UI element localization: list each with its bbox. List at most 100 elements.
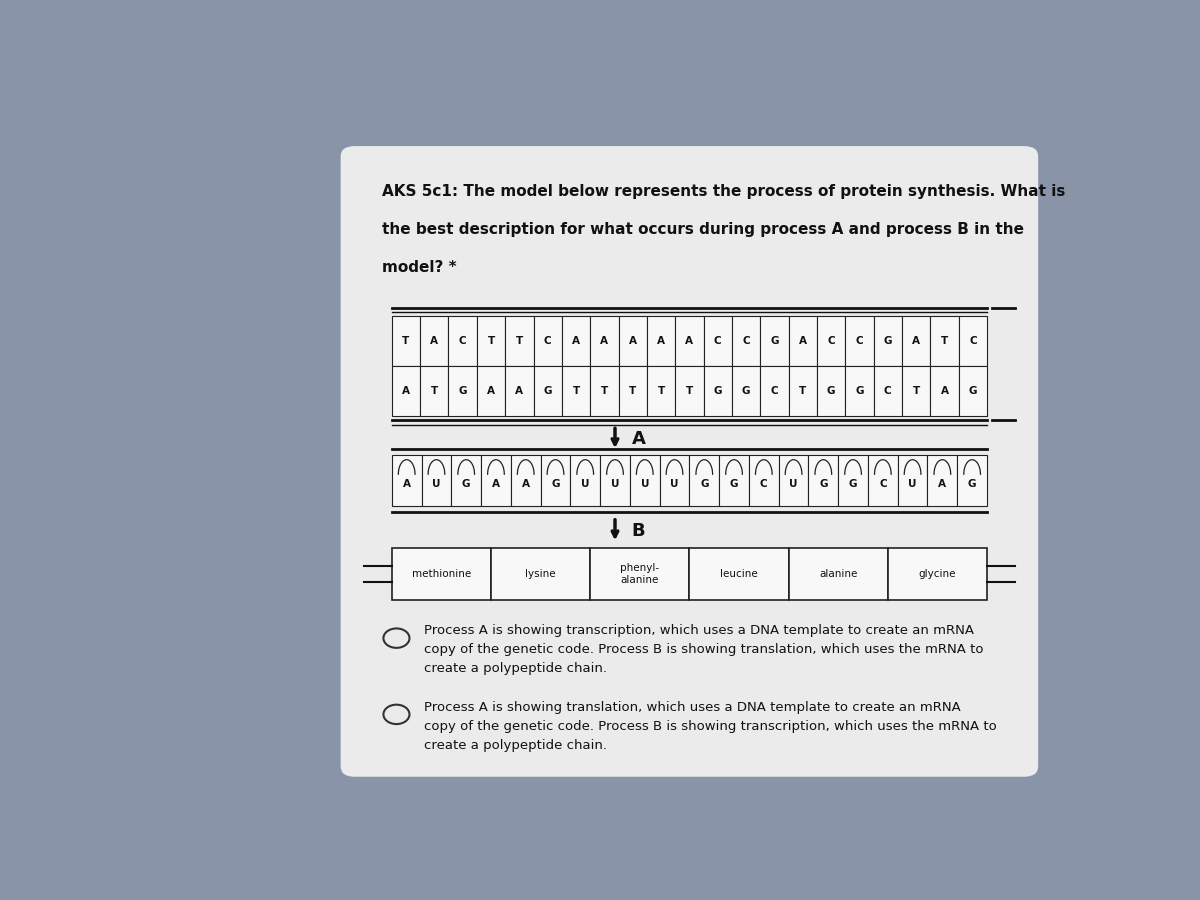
Text: the best description for what occurs during process A and process B in the: the best description for what occurs dur… bbox=[383, 222, 1025, 238]
Text: T: T bbox=[658, 386, 665, 396]
Text: C: C bbox=[827, 336, 835, 346]
Text: T: T bbox=[941, 336, 948, 346]
Text: G: G bbox=[883, 336, 892, 346]
Text: glycine: glycine bbox=[919, 569, 956, 579]
FancyBboxPatch shape bbox=[562, 316, 590, 366]
FancyBboxPatch shape bbox=[590, 316, 618, 366]
Text: T: T bbox=[402, 336, 409, 346]
Text: T: T bbox=[431, 386, 438, 396]
FancyBboxPatch shape bbox=[481, 454, 511, 507]
Text: A: A bbox=[938, 479, 947, 489]
FancyBboxPatch shape bbox=[788, 548, 888, 600]
FancyBboxPatch shape bbox=[761, 366, 788, 417]
FancyBboxPatch shape bbox=[505, 316, 534, 366]
Text: C: C bbox=[458, 336, 467, 346]
Text: A: A bbox=[403, 479, 410, 489]
Text: lysine: lysine bbox=[526, 569, 556, 579]
FancyBboxPatch shape bbox=[839, 454, 868, 507]
Text: Process A is showing transcription, which uses a DNA template to create an mRNA
: Process A is showing transcription, whic… bbox=[425, 625, 984, 675]
FancyBboxPatch shape bbox=[809, 454, 839, 507]
FancyBboxPatch shape bbox=[391, 366, 420, 417]
FancyBboxPatch shape bbox=[719, 454, 749, 507]
FancyBboxPatch shape bbox=[761, 316, 788, 366]
FancyBboxPatch shape bbox=[732, 316, 761, 366]
Text: A: A bbox=[572, 336, 580, 346]
Text: A: A bbox=[629, 336, 637, 346]
Text: T: T bbox=[799, 386, 806, 396]
FancyBboxPatch shape bbox=[928, 454, 958, 507]
FancyBboxPatch shape bbox=[888, 548, 986, 600]
Text: model? *: model? * bbox=[383, 260, 457, 275]
Text: A: A bbox=[492, 479, 500, 489]
FancyBboxPatch shape bbox=[676, 366, 703, 417]
Text: A: A bbox=[600, 336, 608, 346]
FancyBboxPatch shape bbox=[959, 366, 986, 417]
Text: B: B bbox=[631, 522, 646, 540]
Text: T: T bbox=[629, 386, 636, 396]
Text: T: T bbox=[487, 336, 494, 346]
FancyBboxPatch shape bbox=[817, 366, 845, 417]
Text: A: A bbox=[522, 479, 529, 489]
FancyBboxPatch shape bbox=[874, 316, 902, 366]
FancyBboxPatch shape bbox=[902, 366, 930, 417]
FancyBboxPatch shape bbox=[874, 366, 902, 417]
FancyBboxPatch shape bbox=[491, 548, 590, 600]
Text: alanine: alanine bbox=[820, 569, 857, 579]
Text: C: C bbox=[884, 386, 892, 396]
Text: A: A bbox=[631, 430, 646, 448]
FancyBboxPatch shape bbox=[341, 146, 1038, 777]
FancyBboxPatch shape bbox=[618, 316, 647, 366]
FancyBboxPatch shape bbox=[902, 316, 930, 366]
Text: methionine: methionine bbox=[412, 569, 472, 579]
FancyBboxPatch shape bbox=[421, 454, 451, 507]
FancyBboxPatch shape bbox=[930, 366, 959, 417]
Text: G: G bbox=[714, 386, 722, 396]
Text: T: T bbox=[601, 386, 608, 396]
Text: G: G bbox=[856, 386, 864, 396]
FancyBboxPatch shape bbox=[420, 366, 449, 417]
FancyBboxPatch shape bbox=[511, 454, 540, 507]
FancyBboxPatch shape bbox=[647, 366, 676, 417]
FancyBboxPatch shape bbox=[391, 454, 421, 507]
FancyBboxPatch shape bbox=[449, 366, 476, 417]
FancyBboxPatch shape bbox=[630, 454, 660, 507]
Text: C: C bbox=[856, 336, 863, 346]
Text: A: A bbox=[515, 386, 523, 396]
Text: U: U bbox=[671, 479, 679, 489]
FancyBboxPatch shape bbox=[845, 316, 874, 366]
Text: G: G bbox=[700, 479, 708, 489]
Text: Process A is showing translation, which uses a DNA template to create an mRNA
co: Process A is showing translation, which … bbox=[425, 700, 997, 752]
FancyBboxPatch shape bbox=[868, 454, 898, 507]
Text: A: A bbox=[941, 386, 948, 396]
FancyBboxPatch shape bbox=[749, 454, 779, 507]
Text: G: G bbox=[968, 386, 977, 396]
Text: A: A bbox=[487, 386, 496, 396]
Text: U: U bbox=[790, 479, 798, 489]
Text: phenyl-
alanine: phenyl- alanine bbox=[620, 562, 659, 585]
FancyBboxPatch shape bbox=[590, 548, 689, 600]
Text: A: A bbox=[658, 336, 665, 346]
Text: C: C bbox=[760, 479, 768, 489]
FancyBboxPatch shape bbox=[647, 316, 676, 366]
FancyBboxPatch shape bbox=[534, 366, 562, 417]
FancyBboxPatch shape bbox=[660, 454, 689, 507]
Text: AKS 5c1: The model below represents the process of protein synthesis. What is: AKS 5c1: The model below represents the … bbox=[383, 184, 1066, 199]
FancyBboxPatch shape bbox=[689, 548, 788, 600]
FancyBboxPatch shape bbox=[570, 454, 600, 507]
FancyBboxPatch shape bbox=[898, 454, 928, 507]
FancyBboxPatch shape bbox=[420, 316, 449, 366]
Text: G: G bbox=[730, 479, 738, 489]
Text: G: G bbox=[551, 479, 559, 489]
Text: U: U bbox=[581, 479, 589, 489]
FancyBboxPatch shape bbox=[476, 366, 505, 417]
Text: C: C bbox=[743, 336, 750, 346]
Text: C: C bbox=[544, 336, 552, 346]
Text: U: U bbox=[908, 479, 917, 489]
FancyBboxPatch shape bbox=[476, 316, 505, 366]
Text: G: G bbox=[458, 386, 467, 396]
Text: C: C bbox=[714, 336, 721, 346]
Text: A: A bbox=[799, 336, 806, 346]
FancyBboxPatch shape bbox=[618, 366, 647, 417]
FancyBboxPatch shape bbox=[540, 454, 570, 507]
FancyBboxPatch shape bbox=[959, 316, 986, 366]
